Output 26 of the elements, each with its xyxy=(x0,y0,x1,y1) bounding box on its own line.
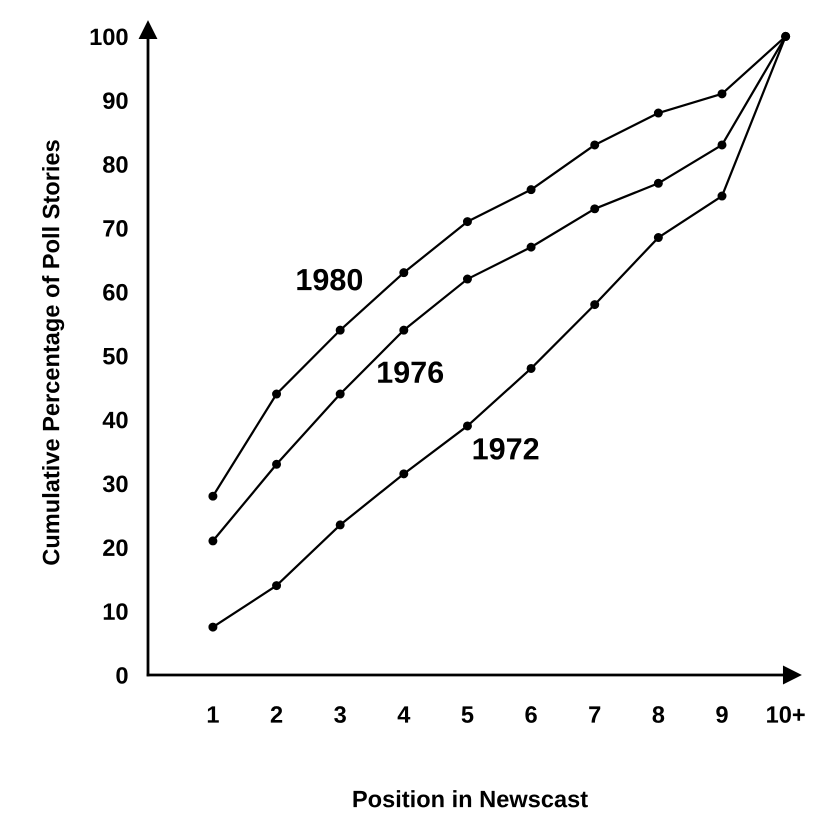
x-axis-title: Position in Newscast xyxy=(354,790,588,808)
x-tick-label: 10+ xyxy=(767,706,805,723)
x-tick-label: 8 xyxy=(652,706,664,723)
y-tick-label: 40 xyxy=(102,412,128,428)
y-tick-label: 80 xyxy=(103,156,128,173)
x-tick-label: 9 xyxy=(716,706,728,723)
y-tick-label: 30 xyxy=(102,475,128,492)
y-tick-label: 50 xyxy=(103,348,128,364)
x-tick-label: 3 xyxy=(334,706,346,723)
y-tick-label: 70 xyxy=(103,220,128,237)
y-tick-label: 100 xyxy=(90,28,128,46)
x-tick-label: 5 xyxy=(462,706,474,723)
y-tick-label: 90 xyxy=(103,92,128,110)
x-tick-label: 1 xyxy=(208,706,219,723)
y-tick-label: 10 xyxy=(104,603,128,620)
x-tick-label: 7 xyxy=(589,706,600,723)
x-tick-label: 2 xyxy=(270,706,282,723)
y-tick-label: 20 xyxy=(103,539,128,556)
series-label: 1980 xyxy=(297,268,362,290)
y-tick-label: 60 xyxy=(103,284,128,301)
x-tick-label: 6 xyxy=(525,706,537,723)
y-axis-title: Cumulative Percentage of Poll Stories xyxy=(42,140,64,565)
y-tick-label: 0 xyxy=(116,667,128,684)
x-tick-label: 4 xyxy=(398,706,410,723)
series-label: 1976 xyxy=(378,361,444,384)
series-label: 1972 xyxy=(474,438,538,460)
